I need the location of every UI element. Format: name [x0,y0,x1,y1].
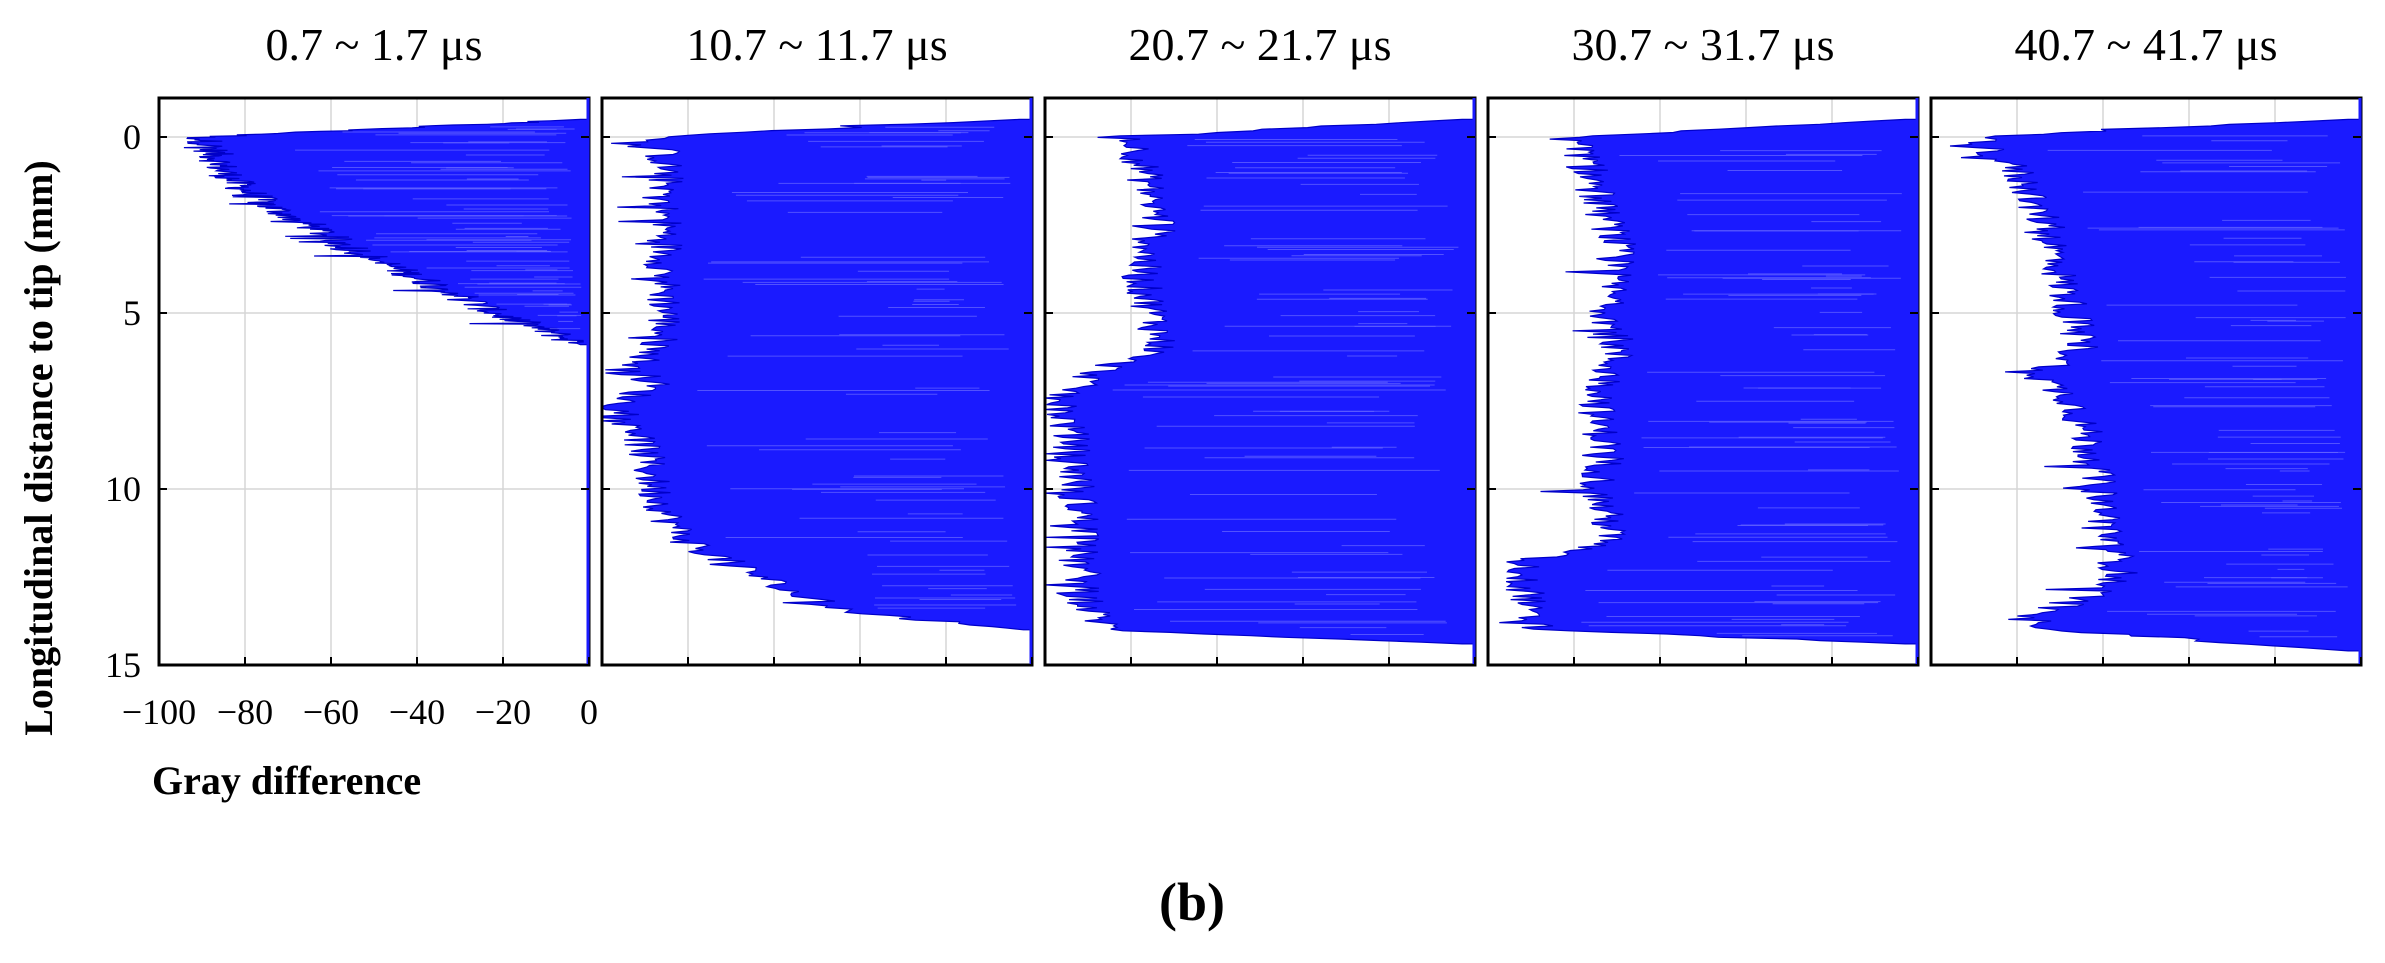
x-tick-label: −40 [389,692,445,732]
panel-3: 20.7 ~ 21.7 μs [1043,19,1477,667]
x-tick-label: −80 [217,692,273,732]
x-axis-label: Gray difference [152,758,421,803]
area-fill [183,118,590,346]
panels-layer: 0.7 ~ 1.7 μs 0 5 10 15 −100 −80 −60 −40 −20 0 10.7 … [105,19,2363,732]
panel-title: 30.7 ~ 31.7 μs [1572,19,1835,70]
panel-title: 0.7 ~ 1.7 μs [266,19,483,70]
x-tick-label: 0 [580,692,598,732]
y-axis-label: Longitudinal distance to tip (mm) [16,160,61,736]
y-tick-label: 5 [123,293,141,333]
y-tick-label: 15 [105,645,141,685]
x-tick-label: −20 [475,692,531,732]
x-tick-label: −100 [122,692,196,732]
x-tick-label: −60 [303,692,359,732]
panel-4: 30.7 ~ 31.7 μs [1486,19,1920,667]
area-fill [1499,118,1919,645]
area-fill [601,118,1033,631]
y-tick-label: 10 [105,469,141,509]
panel-label: (b) [1159,872,1225,932]
area-fill [1949,118,2362,652]
panel-title: 10.7 ~ 11.7 μs [686,19,947,70]
y-tick-label: 0 [123,117,141,157]
panel-1: 0.7 ~ 1.7 μs 0 5 10 15 −100 −80 −60 −40 −20 0 [105,19,598,732]
panel-5: 40.7 ~ 41.7 μs [1929,19,2363,667]
panel-title: 20.7 ~ 21.7 μs [1129,19,1392,70]
area-fill [1044,118,1476,645]
panel-2: 10.7 ~ 11.7 μs [600,19,1034,667]
panel-title: 40.7 ~ 41.7 μs [2015,19,2278,70]
